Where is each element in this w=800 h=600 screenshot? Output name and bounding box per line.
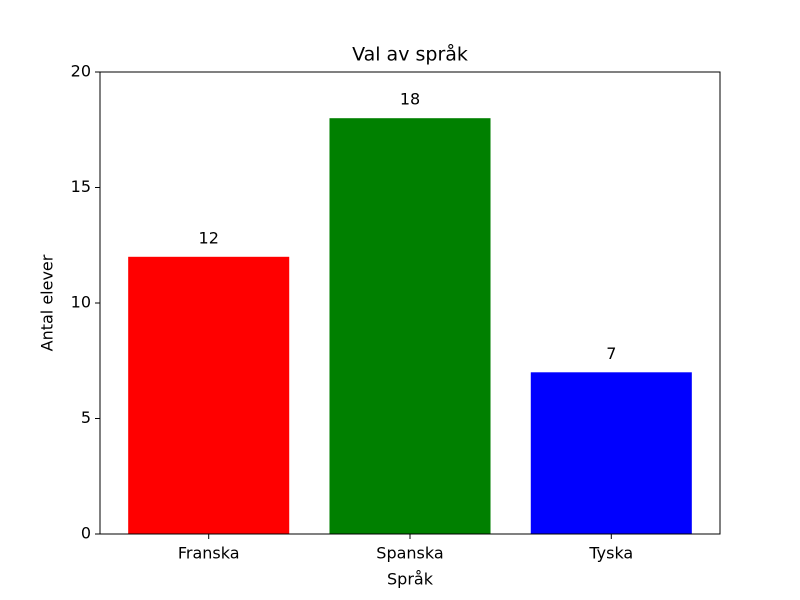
bar <box>329 118 491 534</box>
bar <box>128 256 290 534</box>
x-tick-label: Franska <box>178 544 240 563</box>
y-axis-label: Antal elever <box>38 254 57 351</box>
value-label: 7 <box>606 344 616 363</box>
y-tick-label: 0 <box>81 524 91 543</box>
value-label: 18 <box>400 90 420 109</box>
y-tick-label: 20 <box>71 62 91 81</box>
plot-frame <box>99 71 721 535</box>
x-axis-label: Språk <box>387 570 434 589</box>
y-tick-label: 10 <box>71 293 91 312</box>
chart-title: Val av språk <box>352 43 468 66</box>
x-tick-label: Spanska <box>376 544 443 563</box>
y-tick-label: 5 <box>81 408 91 427</box>
y-tick-label: 15 <box>71 177 91 196</box>
x-tick-label: Tyska <box>588 544 633 563</box>
value-label: 12 <box>199 228 219 247</box>
bar <box>530 372 692 534</box>
